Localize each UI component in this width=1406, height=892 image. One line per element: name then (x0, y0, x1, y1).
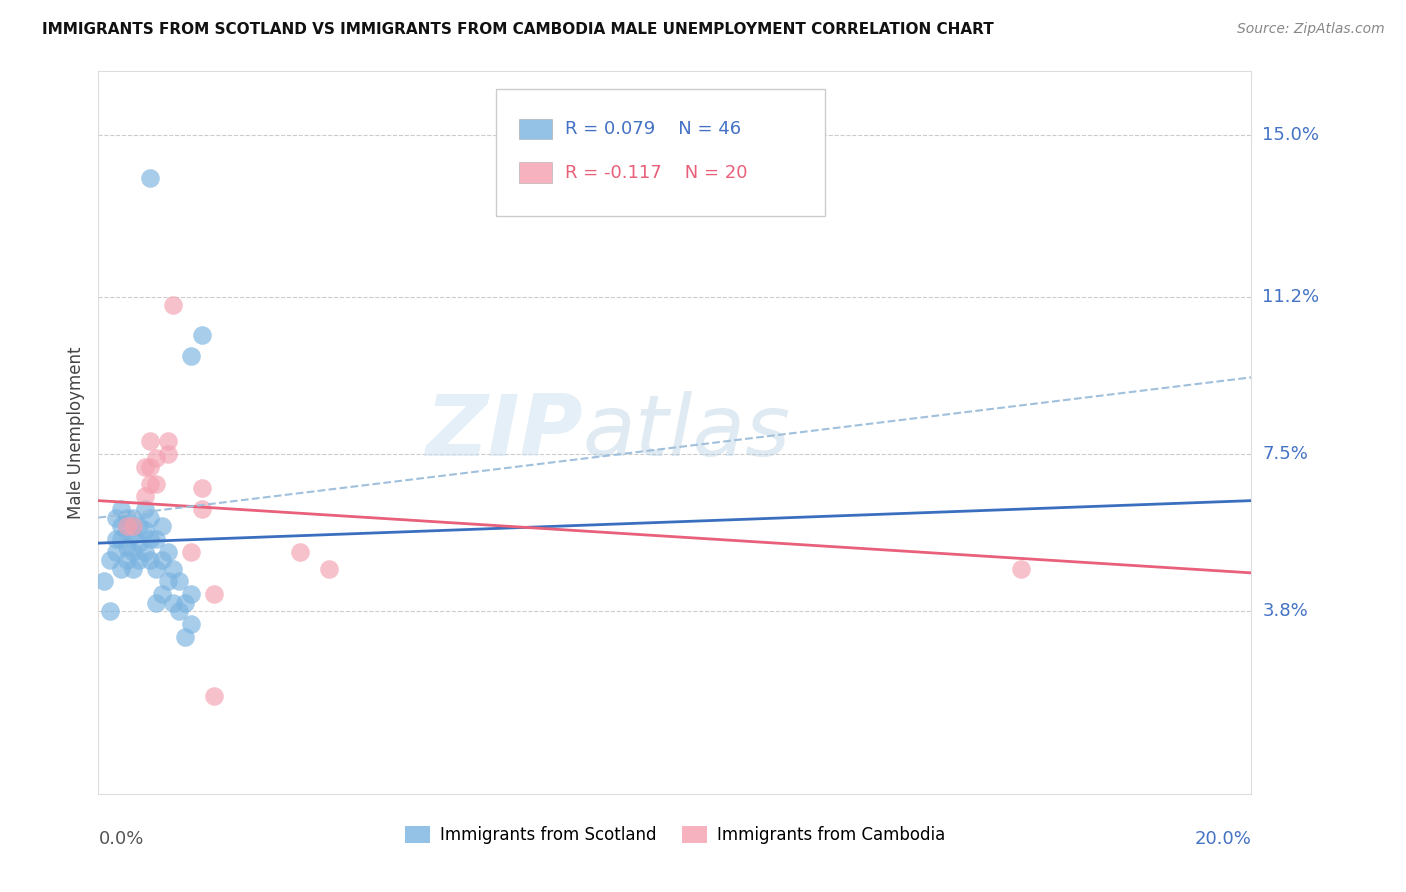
Point (156, 447, 179, 461)
Text: 3.8%: 3.8% (1263, 602, 1308, 620)
Point (104, 532, 127, 546)
Point (117, 524, 139, 538)
FancyBboxPatch shape (519, 119, 551, 139)
Point (98, 553, 121, 567)
Point (150, 553, 173, 567)
Point (110, 519, 132, 533)
Point (117, 510, 139, 524)
Point (180, 544, 202, 558)
Point (150, 587, 173, 601)
Point (290, 544, 312, 558)
Text: 20.0%: 20.0% (1195, 830, 1251, 848)
Point (162, 298, 184, 312)
Point (104, 510, 127, 524)
Point (139, 532, 162, 546)
Text: 15.0%: 15.0% (1263, 126, 1319, 145)
Point (156, 544, 179, 558)
Point (117, 553, 139, 567)
Point (150, 519, 173, 533)
Point (145, 476, 167, 491)
Point (139, 510, 162, 524)
Point (134, 459, 156, 474)
Point (202, 689, 225, 703)
Point (318, 561, 340, 575)
Point (145, 561, 167, 575)
Point (122, 527, 145, 541)
Point (139, 434, 162, 449)
Point (145, 451, 167, 466)
Point (167, 604, 190, 618)
Point (93, 574, 115, 589)
Point (180, 616, 202, 631)
Point (122, 510, 145, 524)
Point (145, 532, 167, 546)
Point (134, 524, 156, 538)
Point (191, 502, 214, 516)
Point (139, 553, 162, 567)
Point (134, 544, 156, 558)
Point (202, 587, 225, 601)
Text: 11.2%: 11.2% (1263, 287, 1320, 306)
Point (117, 519, 139, 533)
Point (128, 553, 150, 567)
Point (139, 170, 162, 185)
Point (191, 327, 214, 342)
Text: R = 0.079    N = 46: R = 0.079 N = 46 (565, 120, 741, 138)
Point (122, 519, 145, 533)
Point (162, 596, 184, 610)
Point (110, 561, 132, 575)
Point (162, 561, 184, 575)
Text: 0.0%: 0.0% (98, 830, 143, 848)
Point (98, 604, 121, 618)
Point (117, 541, 139, 555)
Text: ZIP: ZIP (425, 391, 582, 475)
Point (180, 587, 202, 601)
Point (145, 596, 167, 610)
Point (180, 349, 202, 363)
Point (104, 544, 127, 558)
Y-axis label: Male Unemployment: Male Unemployment (66, 346, 84, 519)
Point (1010, 561, 1032, 575)
Point (122, 544, 145, 558)
Point (156, 574, 179, 589)
Point (167, 574, 190, 589)
Text: R = -0.117    N = 20: R = -0.117 N = 20 (565, 163, 748, 181)
Point (128, 519, 150, 533)
Point (139, 459, 162, 474)
FancyBboxPatch shape (519, 162, 551, 183)
Legend: Immigrants from Scotland, Immigrants from Cambodia: Immigrants from Scotland, Immigrants fro… (398, 819, 952, 851)
Text: IMMIGRANTS FROM SCOTLAND VS IMMIGRANTS FROM CAMBODIA MALE UNEMPLOYMENT CORRELATI: IMMIGRANTS FROM SCOTLAND VS IMMIGRANTS F… (42, 22, 994, 37)
Text: atlas: atlas (582, 391, 790, 475)
Point (134, 489, 156, 503)
Point (191, 481, 214, 495)
Text: Source: ZipAtlas.com: Source: ZipAtlas.com (1237, 22, 1385, 37)
Point (134, 502, 156, 516)
Text: 7.5%: 7.5% (1263, 445, 1309, 463)
Point (156, 434, 179, 449)
Point (174, 596, 197, 610)
Point (174, 630, 197, 644)
Point (139, 476, 162, 491)
Point (122, 561, 145, 575)
Point (128, 536, 150, 550)
Point (110, 532, 132, 546)
FancyBboxPatch shape (496, 89, 825, 216)
Point (110, 502, 132, 516)
